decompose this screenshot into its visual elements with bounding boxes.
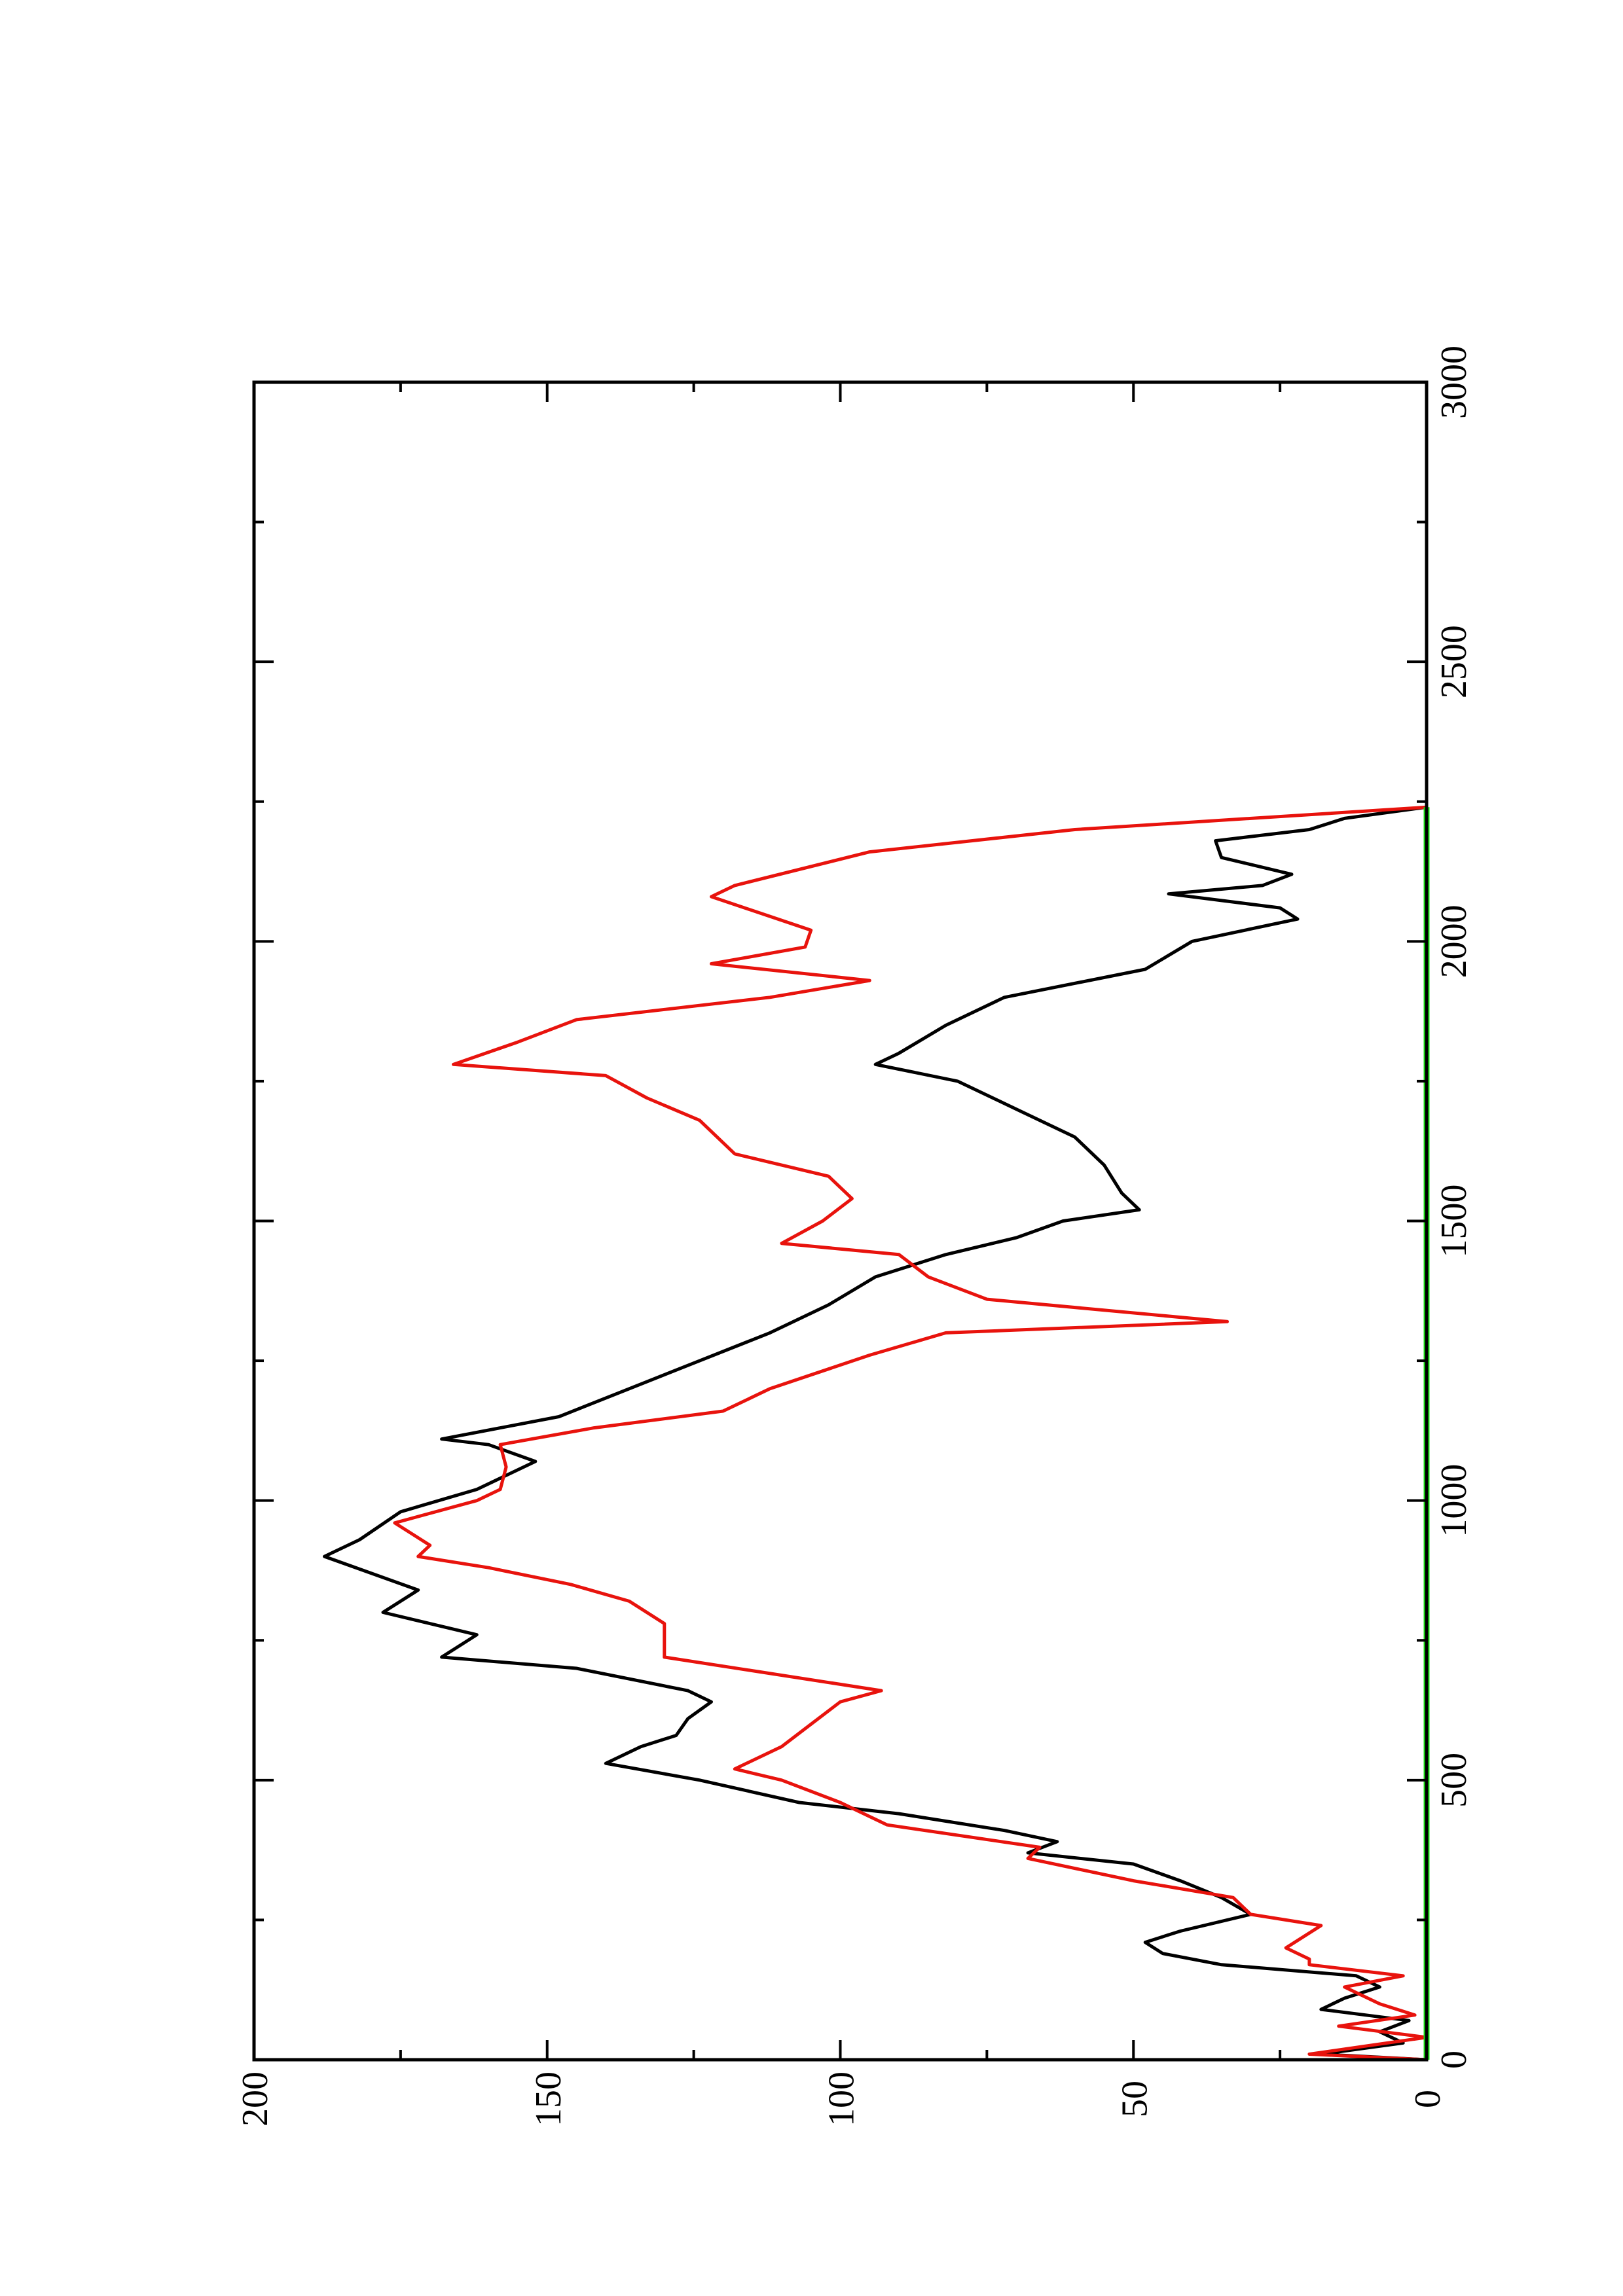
x-tick-label: 3000 [1434, 346, 1474, 419]
plot-area: 0 500 1000 1500 2000 2500 3000 0 50 100 150 200 [235, 346, 1474, 2126]
x-tick-label: 2500 [1434, 625, 1474, 698]
y-tick-label: 0 [1408, 2090, 1448, 2108]
y-tick-label: 100 [822, 2072, 862, 2126]
series-line-2 [393, 805, 1429, 2062]
x-tick-label: 500 [1434, 1753, 1474, 1808]
x-tick-label: 1000 [1434, 1464, 1474, 1537]
y-tick-label: 50 [1114, 2081, 1155, 2117]
x-tick-label: 0 [1434, 2051, 1474, 2069]
x-tick-label: 2000 [1434, 905, 1474, 978]
tick-labels: 0 500 1000 1500 2000 2500 3000 0 50 100 150 200 [235, 346, 1474, 2126]
ticks-layer [253, 381, 1428, 2061]
y-tick-label: 150 [528, 2072, 569, 2126]
series-line-1 [323, 805, 1427, 2062]
x-tick-label: 1500 [1434, 1185, 1474, 1258]
y-tick-label: 200 [235, 2072, 276, 2126]
